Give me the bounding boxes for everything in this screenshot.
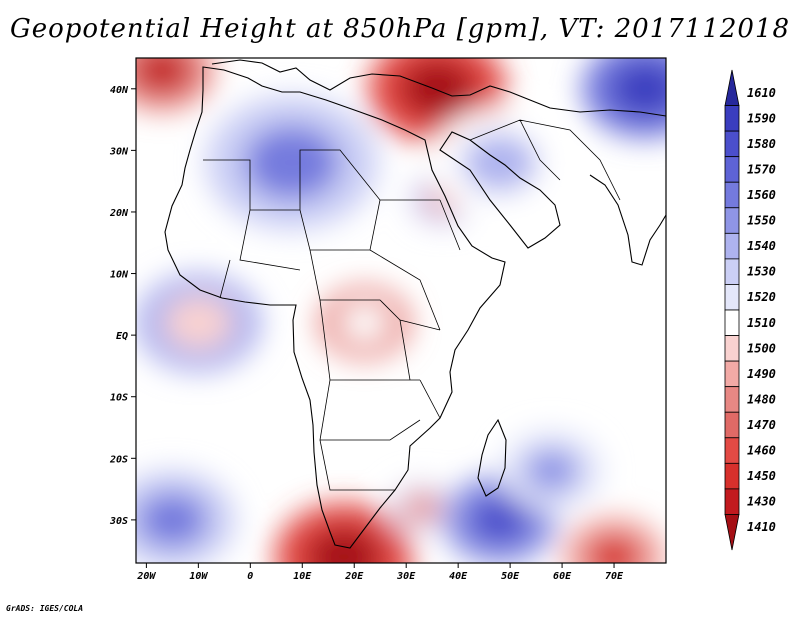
- colorbar-label: 1410: [747, 520, 776, 534]
- colorbar-swatch: [724, 130, 740, 158]
- colorbar-label: 1480: [747, 392, 776, 406]
- coastline-borders: [164, 59, 666, 549]
- field-center-core: [585, 534, 643, 563]
- colorbar: 1610 1590 1580 1570 1560 1550 1540 1530 1520 1510…: [724, 69, 776, 551]
- colorbar-label: 1500: [747, 341, 776, 355]
- colorbar-swatch: [724, 386, 740, 413]
- y-tick-label: 20N: [109, 208, 129, 219]
- colorbar-label: 1450: [747, 469, 776, 483]
- colorbar-swatch-bottom-arrow: [724, 514, 740, 551]
- y-tick-label: 20S: [109, 454, 128, 465]
- colorbar-label: 1530: [747, 265, 776, 279]
- colorbar-label: 1430: [747, 495, 776, 509]
- x-tick-label: 20W: [136, 571, 156, 582]
- colorbar-swatch: [724, 207, 740, 234]
- field-center-core: [523, 448, 581, 493]
- colorbar-swatch: [724, 335, 740, 362]
- arabian-peninsula-coastline: [439, 131, 561, 249]
- x-tick-label: 30E: [396, 571, 416, 582]
- colorbar-label: 1490: [747, 367, 776, 381]
- y-tick-label: 30N: [109, 146, 129, 157]
- colorbar-swatch: [724, 284, 740, 311]
- y-tick-label: 10S: [110, 393, 128, 404]
- southern-europe-coastline: [211, 59, 666, 117]
- colorbar-swatch: [724, 437, 740, 464]
- field-center-core: [137, 492, 208, 548]
- field-center-core: [399, 59, 476, 119]
- field-center-core: [610, 61, 666, 117]
- madagascar-coastline: [477, 418, 507, 497]
- x-tick-label: 40E: [449, 571, 468, 582]
- x-tick-label: 20E: [344, 571, 364, 582]
- field-center-core: [305, 527, 382, 563]
- colorbar-swatch: [724, 258, 740, 285]
- x-tick-label: 70E: [605, 571, 624, 582]
- colorbar-label: 1580: [747, 137, 776, 151]
- field-center-core: [136, 58, 191, 93]
- colorbar-label: 1510: [747, 316, 776, 330]
- africa-coastline: [164, 66, 506, 549]
- colorbar-swatch: [724, 181, 740, 209]
- y-tick-label: 40N: [110, 85, 129, 96]
- colorbar-label: 1570: [747, 162, 776, 176]
- y-tick-label: EQ: [116, 331, 128, 342]
- colorbar-label: 1460: [747, 444, 776, 458]
- colorbar-swatch: [724, 105, 740, 132]
- x-tick-label: 50E: [501, 571, 520, 582]
- x-tick-label: 10W: [189, 571, 208, 582]
- colorbar-swatch: [724, 156, 740, 183]
- colorbar-label: 1610: [747, 86, 776, 100]
- y-tick-label: 30S: [109, 516, 128, 527]
- colorbar-swatch: [724, 488, 740, 515]
- field-center-core: [339, 303, 390, 343]
- height-field-shading: [136, 58, 666, 563]
- border-lines: [203, 119, 621, 491]
- colorbar-label: 1520: [747, 290, 776, 304]
- colorbar-swatch: [724, 360, 740, 388]
- map-title: Geopotential Height at 850hPa [gpm], VT:…: [9, 14, 791, 44]
- colorbar-label: 1540: [747, 239, 776, 253]
- colorbar-swatch: [724, 462, 740, 490]
- x-tick-label: 60E: [553, 571, 572, 582]
- colorbar-swatch: [724, 309, 740, 336]
- field-center-core: [402, 492, 441, 523]
- field-center-core: [163, 295, 234, 351]
- grads-credit: GrADS: IGES/COLA: [6, 604, 84, 613]
- colorbar-label: 1550: [747, 214, 776, 228]
- colorbar-swatch-top-arrow: [724, 69, 740, 106]
- field-center-core: [244, 125, 340, 200]
- plot-frame: [135, 57, 667, 564]
- y-axis: 40N 30N 20N 10N EQ 10S 20S 30S: [109, 85, 136, 527]
- colorbar-label: 1560: [747, 188, 776, 202]
- y-tick-label: 10N: [110, 270, 129, 281]
- colorbar-swatch: [724, 411, 740, 439]
- colorbar-label: 1590: [747, 111, 776, 125]
- colorbar-swatch: [724, 232, 740, 260]
- x-tick-label: 0: [247, 571, 253, 582]
- india-coastline: [589, 174, 666, 266]
- field-center-core: [468, 495, 532, 545]
- colorbar-label: 1470: [747, 418, 776, 432]
- x-tick-label: 10E: [293, 571, 312, 582]
- x-axis: 20W 10W 0 10E 20E 30E 40E 50E 60E 70E: [136, 563, 624, 582]
